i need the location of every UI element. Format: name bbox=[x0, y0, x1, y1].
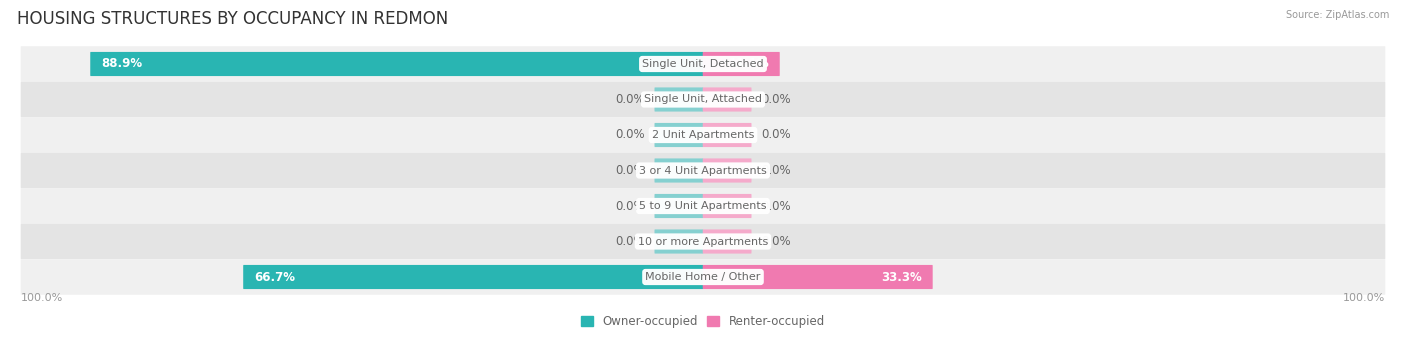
Text: Source: ZipAtlas.com: Source: ZipAtlas.com bbox=[1285, 10, 1389, 20]
FancyBboxPatch shape bbox=[703, 229, 751, 254]
Text: HOUSING STRUCTURES BY OCCUPANCY IN REDMON: HOUSING STRUCTURES BY OCCUPANCY IN REDMO… bbox=[17, 10, 449, 28]
Text: 0.0%: 0.0% bbox=[614, 129, 644, 142]
Text: Single Unit, Attached: Single Unit, Attached bbox=[644, 94, 762, 104]
FancyBboxPatch shape bbox=[703, 159, 751, 182]
Text: 0.0%: 0.0% bbox=[762, 129, 792, 142]
FancyBboxPatch shape bbox=[655, 229, 703, 254]
Legend: Owner-occupied, Renter-occupied: Owner-occupied, Renter-occupied bbox=[581, 315, 825, 328]
FancyBboxPatch shape bbox=[655, 159, 703, 182]
Text: 3 or 4 Unit Apartments: 3 or 4 Unit Apartments bbox=[640, 165, 766, 176]
FancyBboxPatch shape bbox=[703, 265, 932, 289]
FancyBboxPatch shape bbox=[703, 194, 751, 218]
Text: 2 Unit Apartments: 2 Unit Apartments bbox=[652, 130, 754, 140]
FancyBboxPatch shape bbox=[703, 87, 751, 112]
Text: 0.0%: 0.0% bbox=[762, 164, 792, 177]
Text: Single Unit, Detached: Single Unit, Detached bbox=[643, 59, 763, 69]
Text: 5 to 9 Unit Apartments: 5 to 9 Unit Apartments bbox=[640, 201, 766, 211]
FancyBboxPatch shape bbox=[21, 259, 1385, 295]
Text: 33.3%: 33.3% bbox=[882, 270, 922, 283]
FancyBboxPatch shape bbox=[655, 194, 703, 218]
FancyBboxPatch shape bbox=[243, 265, 703, 289]
FancyBboxPatch shape bbox=[21, 46, 1385, 82]
FancyBboxPatch shape bbox=[21, 82, 1385, 117]
Text: 10 or more Apartments: 10 or more Apartments bbox=[638, 237, 768, 247]
Text: 0.0%: 0.0% bbox=[614, 93, 644, 106]
Text: 0.0%: 0.0% bbox=[614, 199, 644, 212]
Text: 0.0%: 0.0% bbox=[762, 199, 792, 212]
FancyBboxPatch shape bbox=[703, 123, 751, 147]
FancyBboxPatch shape bbox=[655, 123, 703, 147]
Text: 0.0%: 0.0% bbox=[614, 235, 644, 248]
FancyBboxPatch shape bbox=[21, 188, 1385, 224]
FancyBboxPatch shape bbox=[90, 52, 703, 76]
Text: 100.0%: 100.0% bbox=[21, 293, 63, 302]
Text: 0.0%: 0.0% bbox=[762, 235, 792, 248]
Text: 0.0%: 0.0% bbox=[614, 164, 644, 177]
Text: 88.9%: 88.9% bbox=[101, 58, 142, 71]
FancyBboxPatch shape bbox=[21, 117, 1385, 153]
FancyBboxPatch shape bbox=[703, 52, 780, 76]
FancyBboxPatch shape bbox=[655, 87, 703, 112]
FancyBboxPatch shape bbox=[21, 153, 1385, 188]
Text: Mobile Home / Other: Mobile Home / Other bbox=[645, 272, 761, 282]
Text: 0.0%: 0.0% bbox=[762, 93, 792, 106]
Text: 100.0%: 100.0% bbox=[1343, 293, 1385, 302]
Text: 11.1%: 11.1% bbox=[728, 58, 769, 71]
FancyBboxPatch shape bbox=[21, 224, 1385, 259]
Text: 66.7%: 66.7% bbox=[254, 270, 295, 283]
